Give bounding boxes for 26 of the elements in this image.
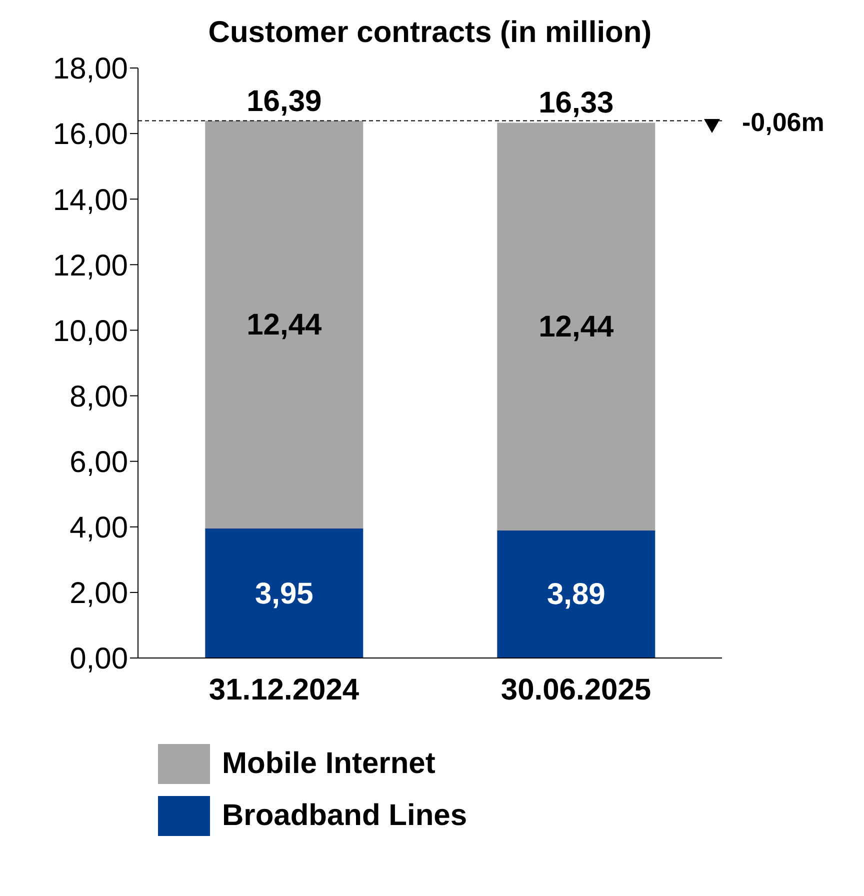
legend-label: Broadband Lines xyxy=(222,799,468,833)
y-tick-label: 18,00 xyxy=(52,52,128,86)
ref-line-label: -0,06m xyxy=(742,106,824,137)
bar xyxy=(205,120,364,529)
y-tick-label: 8,00 xyxy=(70,380,128,414)
y-tick-label: 10,00 xyxy=(52,314,128,348)
legend-label: Mobile Internet xyxy=(222,747,436,781)
bar xyxy=(497,122,656,530)
x-tick-label: 30.06.2025 xyxy=(500,673,652,706)
chart-title: Customer contracts (in million) xyxy=(207,16,653,50)
y-tick-label: 2,00 xyxy=(70,577,128,610)
data-label: 12,44 xyxy=(538,310,614,344)
bar xyxy=(205,528,364,658)
y-tick-label: 12,00 xyxy=(52,249,128,282)
x-tick-label: 31.12.2024 xyxy=(208,673,360,706)
data-label: 3,95 xyxy=(254,577,314,610)
total-label: 16,39 xyxy=(246,84,322,118)
y-tick-label: 6,00 xyxy=(70,446,128,479)
data-label: 3,89 xyxy=(546,578,606,612)
y-tick-label: 0,00 xyxy=(70,642,128,676)
total-label: 16,33 xyxy=(538,86,614,120)
y-tick-label: 4,00 xyxy=(70,512,128,545)
bar xyxy=(497,530,656,658)
y-tick-label: 14,00 xyxy=(52,184,128,217)
y-tick-label: 16,00 xyxy=(52,118,128,152)
data-label: 12,44 xyxy=(246,308,322,342)
